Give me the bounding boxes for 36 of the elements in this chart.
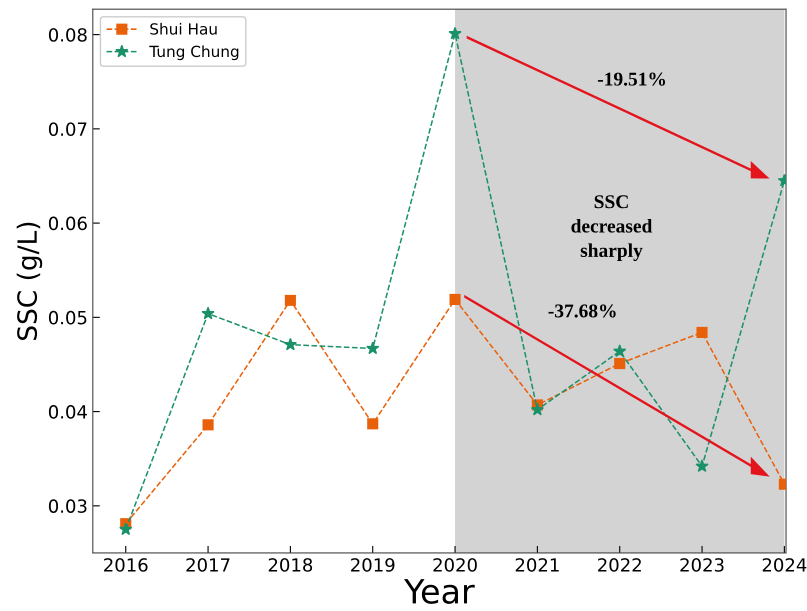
x-tick-label: 2019 xyxy=(351,558,394,572)
point xyxy=(284,294,296,306)
point xyxy=(614,358,626,370)
point xyxy=(202,419,214,430)
point xyxy=(450,294,461,305)
point xyxy=(201,306,215,320)
y-tick-label: 0.04 xyxy=(48,405,87,419)
x-tick-label: 2016 xyxy=(104,558,148,572)
legend-label: Shui Hau xyxy=(150,22,217,35)
annotation: -19.51% xyxy=(598,72,666,86)
point xyxy=(366,342,380,354)
point xyxy=(695,459,709,472)
point xyxy=(613,344,626,358)
point xyxy=(530,402,544,416)
x-axis-title: Year xyxy=(404,579,475,604)
x-tick-label: 2021 xyxy=(516,558,559,572)
x-tick-label: 2024 xyxy=(762,558,806,572)
point xyxy=(284,338,298,350)
x-tick-label: 2017 xyxy=(186,558,230,572)
y-tick-label: 0.07 xyxy=(48,122,86,136)
annotation: -37.68% xyxy=(548,304,616,318)
y-axis-title: SSC (g/L) xyxy=(16,222,42,340)
point xyxy=(448,26,462,40)
y-tick-label: 0.03 xyxy=(48,499,86,513)
x-tick-label: 2022 xyxy=(598,558,641,572)
point xyxy=(367,418,378,430)
x-tick-label: 2020 xyxy=(433,558,477,572)
annotation: SSC decreased sharply xyxy=(571,195,652,262)
y-tick-label: 0.08 xyxy=(48,28,87,42)
x-tick-label: 2018 xyxy=(268,558,312,572)
x-tick-label: 2023 xyxy=(680,558,724,572)
point xyxy=(696,326,708,338)
y-tick-label: 0.06 xyxy=(48,216,87,230)
y-tick-label: 0.05 xyxy=(48,310,86,324)
point xyxy=(119,522,132,536)
legend-label: Tung Chung xyxy=(149,45,238,60)
